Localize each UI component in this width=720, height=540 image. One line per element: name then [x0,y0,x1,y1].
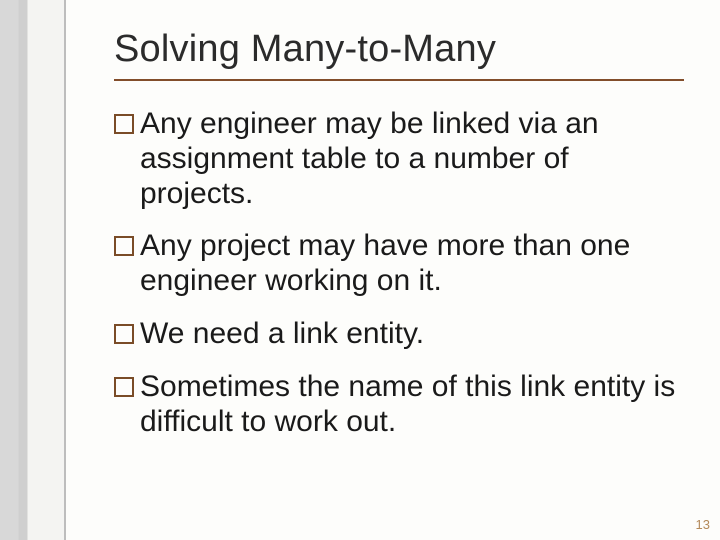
list-item: Any project may have more than one engin… [114,229,684,299]
slide-left-strip [0,0,66,540]
bullet-text: We need a link entity. [140,317,684,352]
slide-title: Solving Many-to-Many [114,28,684,71]
list-item: Any engineer may be linked via an assign… [114,107,684,211]
square-bullet-icon [114,377,134,397]
square-bullet-icon [114,236,134,256]
square-bullet-icon [114,324,134,344]
bullet-text: Any engineer may be linked via an assign… [140,107,684,211]
slide-body: Solving Many-to-Many Any engineer may be… [66,0,720,540]
bullet-list: Any engineer may be linked via an assign… [114,107,684,439]
square-bullet-icon [114,114,134,134]
list-item: Sometimes the name of this link entity i… [114,370,684,440]
bullet-text: Any project may have more than one engin… [140,229,684,299]
bullet-text: Sometimes the name of this link entity i… [140,370,684,440]
list-item: We need a link entity. [114,317,684,352]
title-underline [114,79,684,81]
page-number: 13 [696,517,710,532]
